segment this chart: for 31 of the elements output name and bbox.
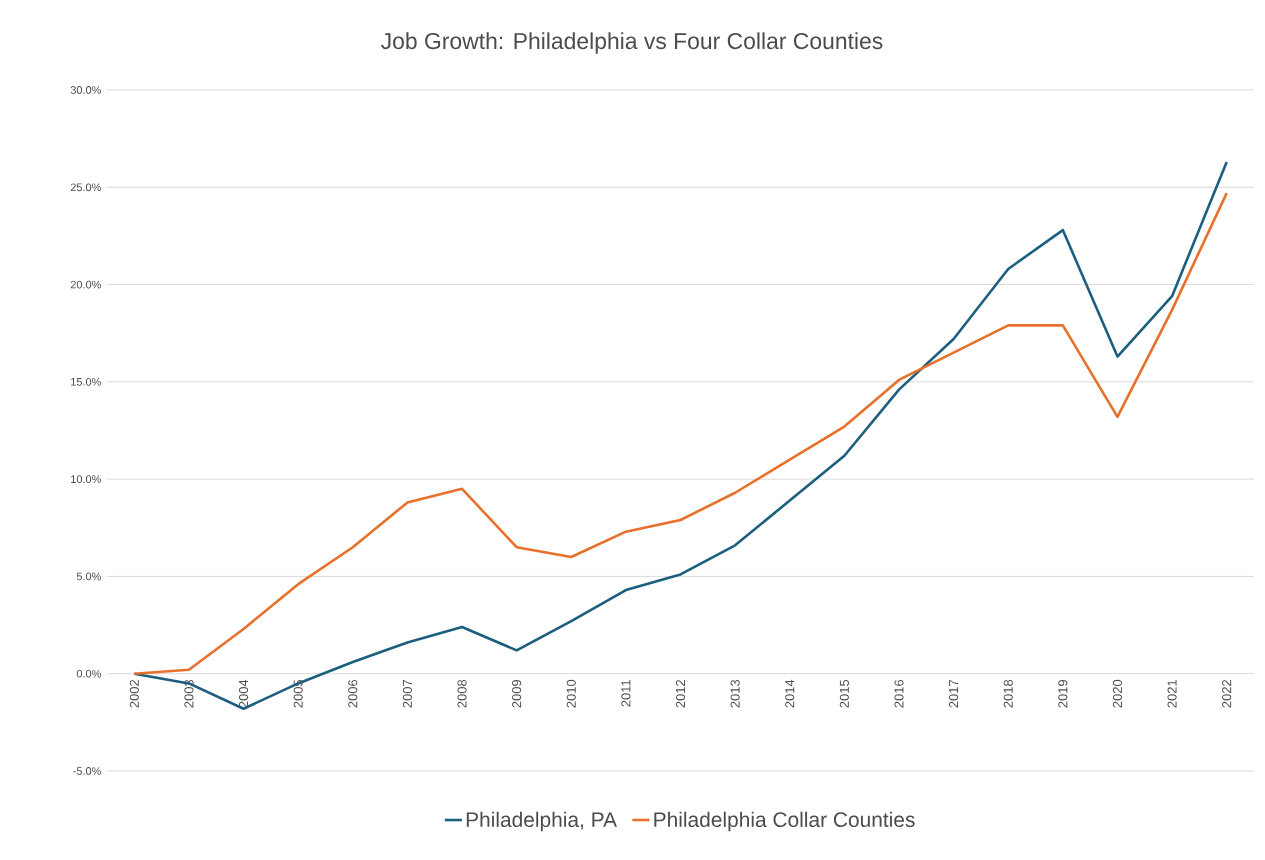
x-tick-label: 2002	[129, 680, 139, 708]
x-tick-label: 2008	[457, 679, 467, 708]
legend-label: Philadelphia, PA	[466, 811, 618, 832]
x-tick-label: 2020	[1112, 679, 1123, 708]
x-tick-label: 2016	[894, 679, 904, 708]
x-tick-label: 2019	[1058, 679, 1068, 708]
y-tick-label: 15.0%	[71, 377, 101, 386]
x-tick-label: 2011	[621, 679, 631, 707]
y-tick-label: 5.0%	[76, 572, 101, 581]
y-tick-label: 25.0%	[70, 183, 101, 192]
x-tick-label: 2013	[730, 679, 740, 708]
y-tick-label: 30.0%	[70, 86, 101, 94]
y-tick-label: -5.0%	[73, 767, 101, 775]
x-tick-label: 2006	[348, 679, 358, 708]
x-tick-label: 2022	[1222, 680, 1232, 708]
legend-label: Philadelphia Collar Counties	[654, 811, 915, 832]
x-tick-label: 2017	[949, 680, 959, 708]
y-tick-label: 0.0%	[76, 669, 101, 678]
y-tick-label: 10.0%	[71, 475, 101, 484]
x-tick-label: 2018	[1003, 679, 1013, 708]
y-tick-label: 20.0%	[70, 280, 101, 289]
x-tick-label: 2003	[184, 679, 194, 708]
x-tick-label: 2007	[402, 680, 412, 708]
x-tick-label: 2014	[785, 679, 795, 708]
x-tick-label: 2010	[566, 679, 576, 708]
x-tick-label: 2012	[675, 680, 686, 708]
x-tick-label: 2004	[238, 679, 249, 708]
x-tick-label: 2015	[839, 679, 849, 708]
chart-title: Job Growth: Philadelphia vs Four Collar Counties	[381, 32, 883, 54]
x-tick-label: 2009	[512, 679, 522, 708]
x-tick-label: 2021	[1167, 679, 1177, 708]
